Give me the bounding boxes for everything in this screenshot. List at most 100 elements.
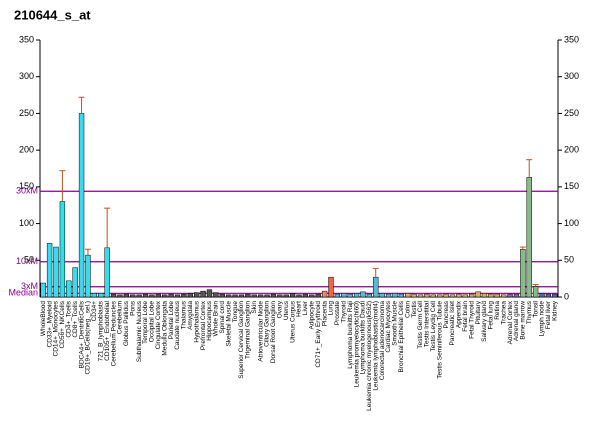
bar [315,293,321,298]
bar [405,293,411,298]
bar [238,294,245,298]
y-tick-label: 300 [19,71,34,81]
y2-tick-label: 250 [564,108,579,118]
bar [78,113,85,298]
bar [500,294,507,298]
bar [520,249,526,298]
x-tick-label: Trachea [500,301,507,325]
x-tick-label: Appendix [456,300,463,328]
x-tick-label: Uterus [283,300,290,320]
x-tick-label: Cardiac Myocytes [385,300,392,352]
bar [424,293,430,298]
bar [456,293,462,298]
x-tick-label: Kidney [552,300,559,321]
bar [545,293,552,298]
x-tick-label: Globus Pallidus [123,300,130,346]
x-tick-label: Superior Cervical Ganglion [238,301,245,379]
x-tick-label: CD14+_Monocytes [53,300,60,356]
x-tick-label: Testis Germ Cell [417,300,424,348]
bar [341,293,347,298]
x-tick-label: Subthalamic Nucleus [136,300,143,362]
bar [174,294,181,298]
bar [59,201,66,298]
bar [302,293,309,298]
x-tick-label: CD33+_Myeloid [46,301,53,348]
x-tick-label: Placenta [321,301,328,327]
ref-label: 3xM [21,281,38,291]
bar [468,293,475,298]
bar [366,293,373,298]
ref-label: 30xM [16,186,38,196]
bar [46,243,53,298]
bar [136,294,142,298]
bar [328,276,334,298]
bar [443,293,449,298]
x-tick-label: Ciliary Ganglion [264,301,271,347]
bar [277,294,283,298]
bar [66,280,72,298]
y-tick-label: 100 [19,218,34,228]
x-tick-label: Lymph node [539,301,546,337]
x-tick-label: Salivary gland [481,301,488,342]
x-tick-label: Liver [302,300,309,315]
bar [72,267,78,298]
bar [309,294,315,298]
y-tick-label: 50 [24,255,34,265]
x-tick-label: CD19+_BCells(neg._sel.) [85,301,92,375]
x-tick-label: Temporal Lobe [142,301,149,344]
y2-tick-label: 150 [564,181,579,191]
x-tick-label: Caudate nucleus [174,300,181,350]
bar [296,294,302,298]
x-tick-label: Leukemia lymphoblastic(molt4) [372,301,379,391]
bar [417,294,424,298]
x-tick-label: BDCA4+_DentriticCells [78,300,85,368]
x-tick-label: Tonsil [532,300,539,317]
bar [430,294,436,298]
bar [494,293,500,298]
bar [552,293,558,298]
x-tick-label: Thalamus [181,300,188,329]
x-tick-label: Atrioventricular Node [257,301,264,362]
bar [462,294,468,298]
bar [123,293,130,298]
x-tick-label: Cingulate Cortex [155,300,162,349]
x-tick-label: Leukemia chronic myelogenous(k562) [366,301,373,411]
x-tick-label: CD56+_NKCells [59,300,66,348]
bar [526,177,532,298]
x-tick-label: Testis [411,300,418,317]
y2-tick-label: 300 [564,71,579,81]
x-tick-label: Bone marrow [520,301,527,340]
bar [437,294,443,298]
y-tick-label: 150 [19,181,34,191]
bar [187,293,193,298]
chart-title: 210644_s_at [14,7,91,22]
bar [347,293,353,298]
x-tick-label: Adipocyte [309,301,316,330]
x-tick-label: CD4+_Tcells [65,300,72,337]
bar [162,294,168,298]
bar [181,293,187,298]
x-tick-label: Spinal cord [219,301,226,334]
bar [334,293,341,298]
x-tick-label: Fetal Thyroid [468,301,475,339]
x-tick-label: Pons [129,300,136,316]
x-tick-label: Testis Seminiferous Tubule [436,301,443,379]
x-tick-label: Colorectal adenocarcinoma [379,301,386,381]
y-tick-label: 250 [19,108,34,118]
x-tick-label: CD105+_Endothelial [104,300,111,360]
bar [149,294,155,298]
x-tick-label: Parietal Lobe [168,301,175,340]
bar [475,291,481,298]
x-tick-label: Lymphoma burkitts Raji [347,301,354,369]
bar [392,293,398,298]
x-tick-label: Cerebellum Peduncles [110,300,117,366]
bar [283,294,289,298]
bar [168,293,174,298]
bar [232,294,238,298]
x-tick-label: Lung [328,301,335,316]
bar [117,294,123,298]
bar [411,293,417,298]
x-tick-label: CD8+_Tcells [72,300,79,337]
ref-label: Median [8,288,38,298]
bar [40,282,46,298]
